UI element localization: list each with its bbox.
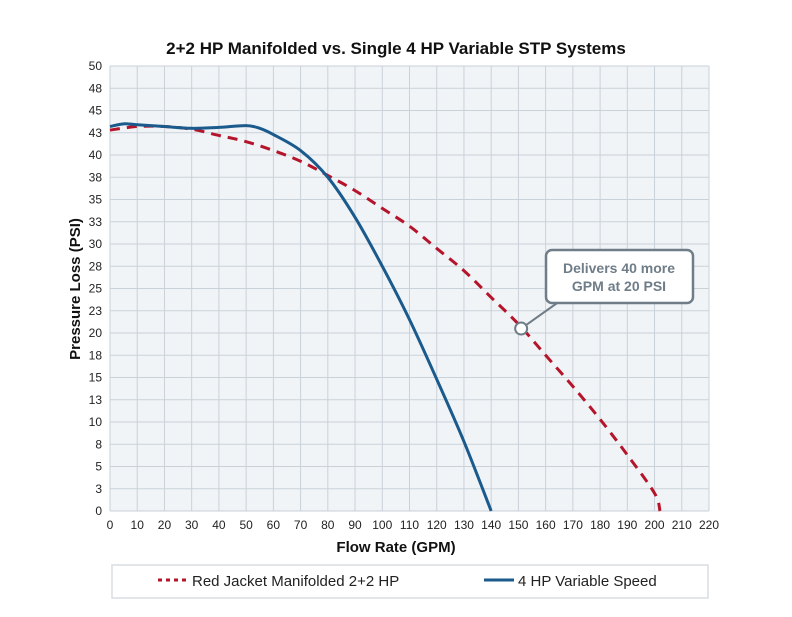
x-tick-label: 70 <box>294 518 308 532</box>
x-tick-label: 170 <box>563 518 583 532</box>
callout-point <box>514 321 529 336</box>
x-tick-label: 30 <box>185 518 199 532</box>
callout-text: Delivers 40 more <box>563 260 675 276</box>
callout-leader <box>520 300 561 330</box>
x-tick-label: 0 <box>107 518 114 532</box>
x-tick-label: 50 <box>239 518 253 532</box>
y-tick-label: 40 <box>89 148 103 162</box>
y-tick-label: 18 <box>89 348 103 362</box>
x-tick-label: 80 <box>321 518 335 532</box>
x-tick-label: 210 <box>672 518 692 532</box>
y-tick-label: 28 <box>89 259 103 273</box>
x-tick-label: 100 <box>372 518 392 532</box>
callout-box <box>544 248 695 305</box>
y-tick-label: 0 <box>95 504 102 518</box>
x-tick-label: 220 <box>699 518 719 532</box>
x-tick-label: 60 <box>267 518 281 532</box>
y-tick-label: 23 <box>89 304 103 318</box>
y-tick-label: 38 <box>89 170 103 184</box>
x-tick-label: 20 <box>158 518 172 532</box>
callout-text: GPM at 20 PSI <box>572 278 666 294</box>
x-tick-label: 180 <box>590 518 610 532</box>
x-tick-label: 150 <box>508 518 528 532</box>
x-tick-label: 90 <box>348 518 362 532</box>
x-tick-label: 40 <box>212 518 226 532</box>
x-tick-label: 10 <box>131 518 145 532</box>
series-line-0 <box>109 124 662 512</box>
x-tick-label: 160 <box>536 518 556 532</box>
y-tick-label: 33 <box>89 215 103 229</box>
y-tick-label: 10 <box>89 415 103 429</box>
y-tick-label: 13 <box>89 393 103 407</box>
y-tick-label: 45 <box>89 104 103 118</box>
y-tick-label: 35 <box>89 193 103 207</box>
y-tick-label: 25 <box>89 282 103 296</box>
y-tick-label: 5 <box>95 460 102 474</box>
x-axis-label: Flow Rate (GPM) <box>336 539 455 556</box>
y-tick-label: 15 <box>89 371 103 385</box>
y-tick-label: 43 <box>89 126 103 140</box>
x-tick-label: 110 <box>400 518 419 532</box>
x-tick-label: 130 <box>454 518 474 532</box>
x-tick-label: 120 <box>427 518 447 532</box>
x-tick-label: 200 <box>645 518 665 532</box>
y-tick-label: 48 <box>89 81 103 95</box>
legend-label-blue: 4 HP Variable Speed <box>518 573 657 590</box>
y-axis-label: Pressure Loss (PSI) <box>67 218 84 360</box>
legend <box>111 564 709 599</box>
y-tick-label: 30 <box>89 237 103 251</box>
y-tick-label: 8 <box>95 437 102 451</box>
x-tick-label: 140 <box>481 518 501 532</box>
y-tick-label: 50 <box>89 59 103 73</box>
chart-title: 2+2 HP Manifolded vs. Single 4 HP Variab… <box>166 39 626 58</box>
y-tick-label: 3 <box>95 482 102 496</box>
y-tick-label: 20 <box>89 326 103 340</box>
x-tick-label: 190 <box>617 518 637 532</box>
series-line-1 <box>109 122 493 512</box>
legend-label-red: Red Jacket Manifolded 2+2 HP <box>192 573 399 590</box>
